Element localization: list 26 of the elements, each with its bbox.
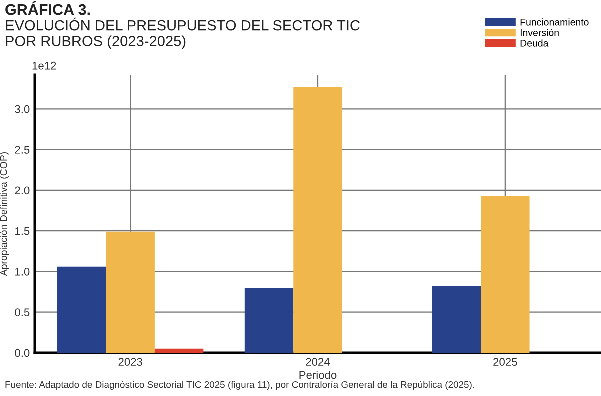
source-note: Fuente: Adaptado de Diagnóstico Sectorial TIC 2025 (figura 11), por Contraloría General de la República (2025). bbox=[6, 381, 474, 390]
bar bbox=[432, 286, 482, 353]
legend-label: Funcionamiento bbox=[520, 18, 589, 26]
bar bbox=[294, 87, 342, 353]
bar bbox=[106, 232, 155, 353]
bar bbox=[481, 196, 530, 353]
y-tick-label: 2.5 bbox=[15, 146, 30, 154]
y-tick-label: 1.0 bbox=[16, 268, 30, 276]
legend-label: Deuda bbox=[520, 40, 549, 47]
y-tick-label: 1.5 bbox=[16, 227, 30, 236]
x-tick-label: 2023 bbox=[118, 358, 142, 366]
y-tick-label: 3.0 bbox=[15, 105, 30, 114]
bar bbox=[57, 266, 106, 353]
legend-label: Inversión bbox=[520, 29, 559, 36]
bar bbox=[244, 288, 294, 353]
x-axis-title: Periodo bbox=[300, 370, 337, 380]
y-tick-label: 0.5 bbox=[15, 308, 30, 316]
bar bbox=[154, 348, 204, 353]
chart-subtitle: EVOLUCIÓN DEL PRESUPUESTO DEL SECTOR TIC POR RUBROS (2023-2025) bbox=[6, 18, 360, 50]
y-axis-title: Apropiación Definitiva (COP) bbox=[0, 152, 10, 276]
x-tick-label: 2025 bbox=[494, 358, 518, 366]
chart-title: GRÁFICA 3. bbox=[6, 2, 90, 16]
x-tick-label: 2024 bbox=[306, 358, 330, 366]
text: 1e12 bbox=[32, 62, 56, 70]
y-tick-label: 2.0 bbox=[15, 186, 30, 195]
y-tick-label: 0.0 bbox=[15, 349, 30, 358]
